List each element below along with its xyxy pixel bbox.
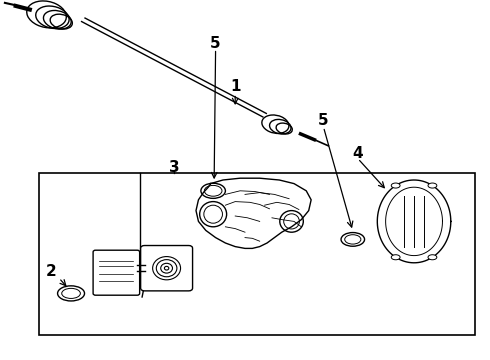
FancyBboxPatch shape — [93, 250, 140, 295]
Ellipse shape — [391, 255, 400, 260]
Ellipse shape — [428, 255, 437, 260]
Text: 5: 5 — [210, 36, 221, 51]
Text: 1: 1 — [230, 79, 241, 94]
Text: 2: 2 — [46, 264, 57, 279]
Text: 3: 3 — [169, 160, 179, 175]
FancyBboxPatch shape — [141, 246, 193, 291]
Text: 4: 4 — [352, 145, 363, 161]
Text: 5: 5 — [318, 113, 329, 128]
Polygon shape — [196, 178, 311, 248]
Polygon shape — [377, 180, 451, 263]
Bar — [39, 173, 475, 335]
Ellipse shape — [391, 183, 400, 188]
Ellipse shape — [428, 183, 437, 188]
